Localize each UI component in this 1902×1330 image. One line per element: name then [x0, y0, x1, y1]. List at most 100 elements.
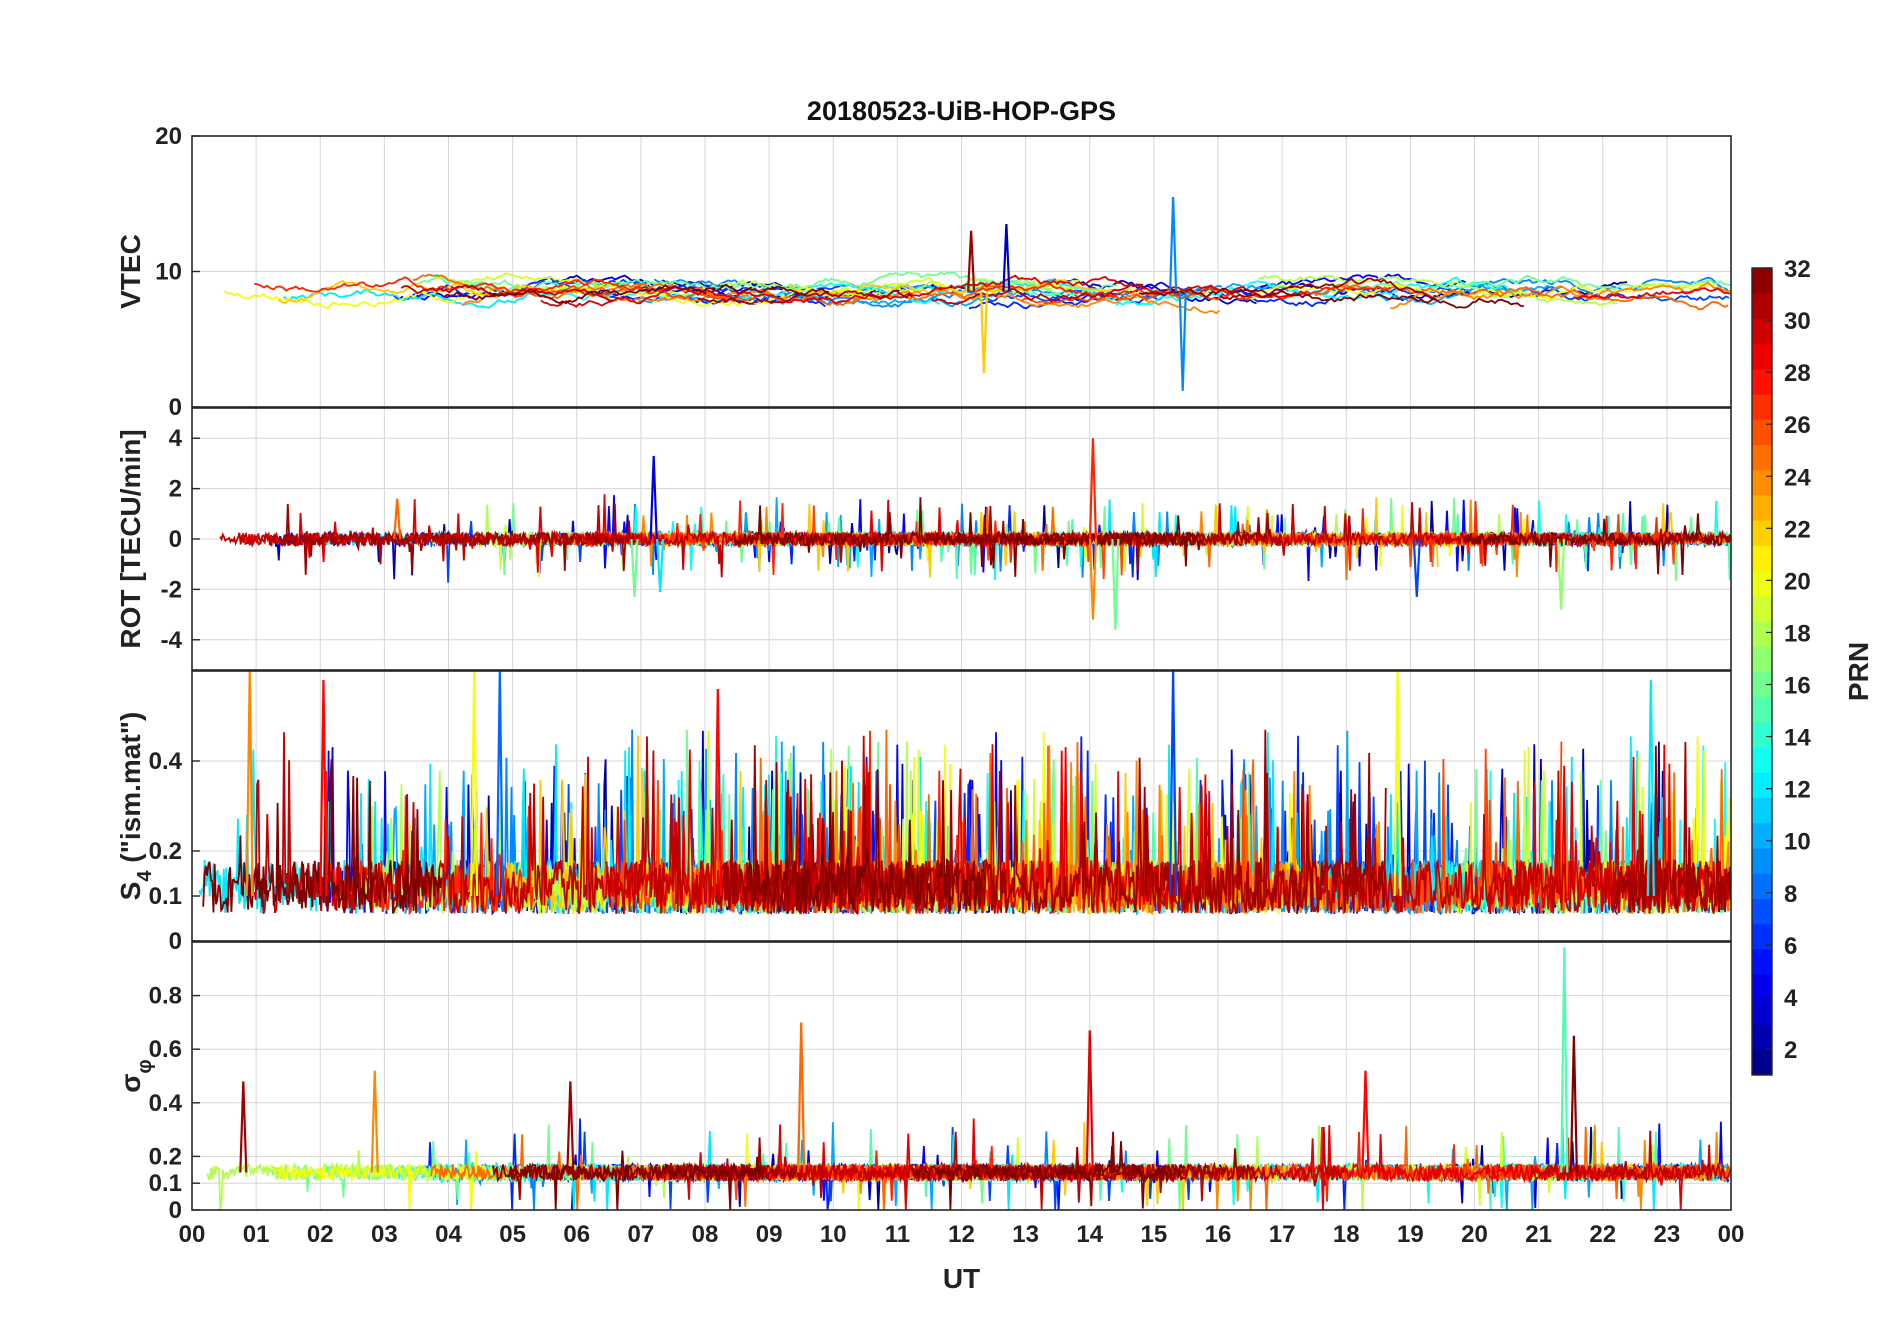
colorbar-band [1752, 772, 1772, 799]
y-tick-label: 0.2 [149, 1143, 182, 1170]
series-prn-30 [219, 505, 894, 578]
x-tick-label: 08 [692, 1221, 719, 1248]
colorbar-tick-label: 28 [1784, 360, 1811, 387]
x-tick-label: 07 [628, 1221, 655, 1248]
y-axis-label-rot: ROT [TECU/min] [115, 429, 146, 648]
colorbar-label: PRN [1843, 642, 1874, 701]
series-prn-27-b [1290, 1126, 1600, 1202]
series-prn-31-b [1219, 277, 1436, 301]
event-spike [1361, 1070, 1370, 1173]
series-prn-31-b [964, 1131, 1259, 1207]
y-tick-label: 0 [169, 1197, 182, 1224]
series-prn-32 [443, 283, 829, 305]
x-tick-label: 03 [371, 1221, 398, 1248]
series-prn-31 [715, 729, 1387, 916]
series-prn-27-b [976, 283, 1391, 302]
event-spike [1085, 1030, 1094, 1173]
colorbar-band [1752, 923, 1772, 950]
series-prn-20-b [1103, 282, 1730, 301]
colorbar-band [1752, 318, 1772, 345]
series-prn-32-b [912, 1141, 1186, 1210]
colorbar-band [1752, 696, 1772, 723]
colorbar-tick-label: 18 [1784, 620, 1811, 647]
x-tick-label: 18 [1333, 1221, 1360, 1248]
event-spike [319, 679, 328, 897]
panel-sigma_phi: 00.10.2 0.4 0.6 0.8 σφ [115, 941, 1732, 1224]
x-tick-label: 15 [1141, 1221, 1168, 1248]
traces-rot [219, 438, 1731, 630]
series-prn-32-b [1138, 287, 1524, 309]
series-prn-32-b [1463, 513, 1731, 575]
x-tick-label: 00 [1718, 1221, 1745, 1248]
colorbar-band [1752, 545, 1772, 572]
colorbar-tick-label: 12 [1784, 777, 1811, 804]
colorbar-tick-label: 20 [1784, 568, 1811, 595]
series-prn-29-b [1572, 287, 1731, 300]
event-spike [245, 671, 254, 897]
series-prn-32 [202, 759, 443, 914]
event-spike [370, 1070, 379, 1173]
series-prn-20 [270, 1150, 498, 1210]
y-tick-label: 0 [169, 526, 182, 553]
colorbar-band [1752, 570, 1772, 597]
series-prn-24-b [1390, 281, 1731, 310]
y-tick-label: -4 [161, 627, 183, 654]
colorbar-tick-label: 30 [1784, 308, 1811, 335]
colorbar-band [1752, 520, 1772, 546]
y-tick-label: -2 [161, 576, 182, 603]
y-tick-label: 0.4 [149, 1090, 183, 1117]
series-prn-13-b [1115, 276, 1524, 306]
colorbar-tick-label: 8 [1784, 881, 1797, 908]
event-spike [1088, 438, 1098, 540]
series-prn-32-b [746, 769, 987, 915]
event-spike [1569, 1035, 1578, 1173]
colorbar-band [1752, 343, 1772, 370]
series-prn-31-b [926, 505, 1283, 571]
x-tick-label: 23 [1654, 1221, 1681, 1248]
event-spike [1646, 679, 1655, 897]
colorbar-tick-label: 2 [1784, 1037, 1797, 1064]
event-spike [393, 498, 402, 540]
event-spike [630, 538, 639, 597]
series-prn-31 [279, 503, 635, 575]
y-axis-label-vtec: VTEC [115, 234, 146, 309]
x-tick-label: 01 [243, 1221, 270, 1248]
colorbar-band [1752, 268, 1772, 294]
x-tick-label: 00 [179, 1221, 206, 1248]
event-spike [470, 671, 479, 897]
x-tick-label: 19 [1397, 1221, 1424, 1248]
colorbar-frame [1751, 267, 1773, 1076]
panel-vtec: 0 10 20 VTEC [115, 123, 1732, 421]
event-spike [1178, 291, 1187, 391]
event-spike [656, 538, 665, 592]
y-tick-label: 0.1 [149, 1170, 182, 1197]
panel-frame [191, 941, 1732, 1211]
x-tick-label: 13 [1012, 1221, 1039, 1248]
colorbar-band [1752, 469, 1772, 496]
event-spike [495, 671, 504, 897]
series-prn-29 [540, 274, 1308, 308]
colorbar-band [1752, 368, 1772, 395]
event-spike [1002, 224, 1011, 292]
y-tick-label: 4 [169, 425, 183, 452]
x-tick-label: 11 [885, 1221, 910, 1248]
y-tick-label: 0.2 [149, 838, 182, 865]
colorbar-tick-label: 14 [1784, 725, 1811, 752]
colorbar-tick-label: 10 [1784, 829, 1811, 856]
series-prn-26-b [1021, 290, 1250, 305]
series-prn-12 [283, 288, 541, 309]
colorbar-band [1752, 419, 1772, 446]
colorbar-band [1752, 494, 1772, 521]
chart-title: 20180523-UiB-HOP-GPS [807, 96, 1116, 126]
panel-frame [191, 407, 1732, 671]
colorbar-tick-label: 6 [1784, 933, 1797, 960]
traces-vtec [223, 196, 1731, 391]
colorbar-band [1752, 999, 1772, 1026]
y-tick-label: 0.6 [149, 1036, 182, 1063]
series-prn-31 [697, 289, 913, 305]
x-tick-label: 20 [1461, 1221, 1488, 1248]
series-prn-30-b [1529, 1130, 1731, 1182]
colorbar-band [1752, 797, 1772, 824]
x-tick-label: 17 [1269, 1221, 1296, 1248]
y-tick-label: 0 [169, 394, 182, 421]
